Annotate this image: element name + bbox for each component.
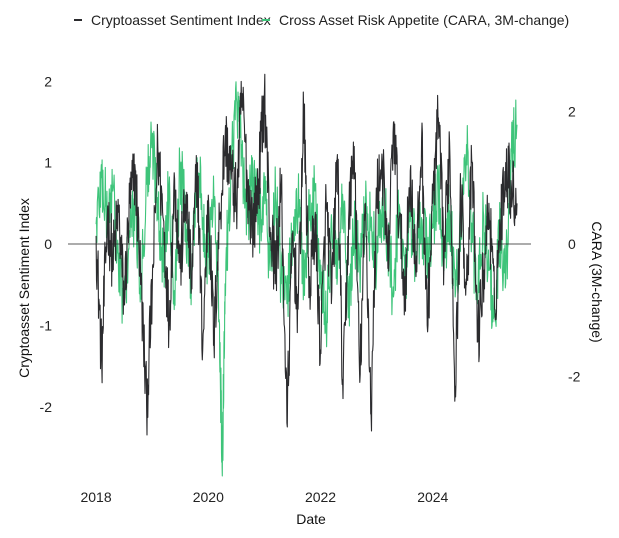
legend-label-sentiment: Cryptoasset Sentiment Index [91, 12, 271, 28]
y-left-tick-label: -2 [40, 399, 53, 415]
y-right-tick-label: 0 [568, 236, 576, 252]
series-line-sentiment [95, 73, 518, 436]
x-tick-label: 2022 [305, 489, 336, 505]
x-tick-label: 2024 [417, 489, 448, 505]
y-axis-right-title: CARA (3M-change) [589, 221, 605, 342]
y-left-tick-label: 0 [44, 236, 52, 252]
y-axis-left-title: Cryptoasset Sentiment Index [16, 198, 32, 378]
x-axis-ticks: 2018 2020 2022 2024 [80, 489, 448, 505]
series-layer [95, 73, 518, 477]
x-axis-title: Date [296, 511, 326, 527]
x-tick-label: 2018 [80, 489, 111, 505]
left-axis-ticks: 2 1 0 -1 -2 [40, 73, 53, 414]
legend-label-cara: Cross Asset Risk Appetite (CARA, 3M-chan… [279, 12, 569, 28]
legend: Cryptoasset Sentiment Index Cross Asset … [74, 12, 569, 28]
y-left-tick-label: -1 [40, 317, 53, 333]
right-axis-ticks: 2 0 -2 [568, 103, 581, 384]
x-tick-label: 2020 [193, 489, 224, 505]
series-line-cara [95, 81, 518, 477]
y-left-tick-label: 2 [44, 73, 52, 89]
y-right-tick-label: 2 [568, 103, 576, 119]
y-left-tick-label: 1 [44, 155, 52, 171]
y-right-tick-label: -2 [568, 369, 581, 385]
